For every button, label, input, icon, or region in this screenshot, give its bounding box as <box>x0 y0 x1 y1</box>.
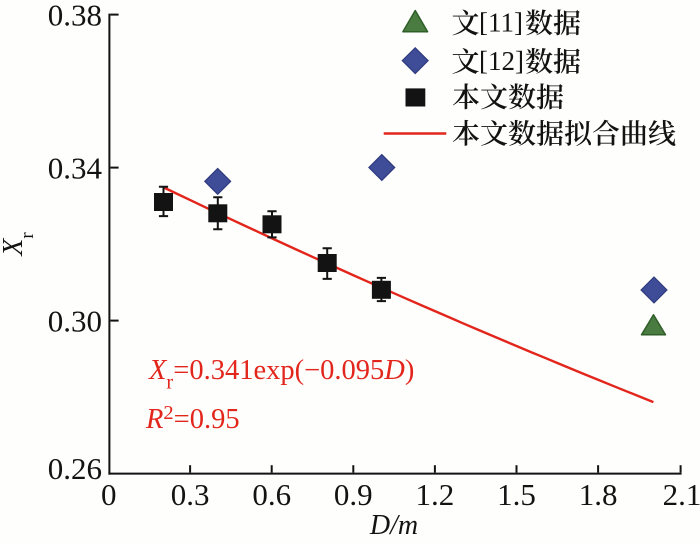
svg-text:1.2: 1.2 <box>416 477 455 512</box>
svg-text:D/m: D/m <box>369 510 418 541</box>
svg-text:Xr=0.341exp(−0.095D): Xr=0.341exp(−0.095D) <box>148 355 414 394</box>
svg-text:0.9: 0.9 <box>334 477 373 512</box>
svg-text:R2=0.95: R2=0.95 <box>145 402 240 435</box>
svg-text:0.26: 0.26 <box>48 451 102 486</box>
svg-text:0.30: 0.30 <box>48 303 102 338</box>
svg-text:1.5: 1.5 <box>497 477 536 512</box>
svg-text:2.1: 2.1 <box>663 477 700 512</box>
svg-text:0.34: 0.34 <box>48 150 103 185</box>
svg-text:[11]: [11] <box>479 8 523 38</box>
svg-text:Xr: Xr <box>0 232 38 257</box>
svg-text:0: 0 <box>101 477 117 512</box>
svg-text:0.38: 0.38 <box>48 0 102 32</box>
svg-text:1.8: 1.8 <box>579 477 618 512</box>
svg-text:0.3: 0.3 <box>171 477 210 512</box>
svg-text:0.6: 0.6 <box>252 477 291 512</box>
svg-text:[12]: [12] <box>479 46 524 76</box>
